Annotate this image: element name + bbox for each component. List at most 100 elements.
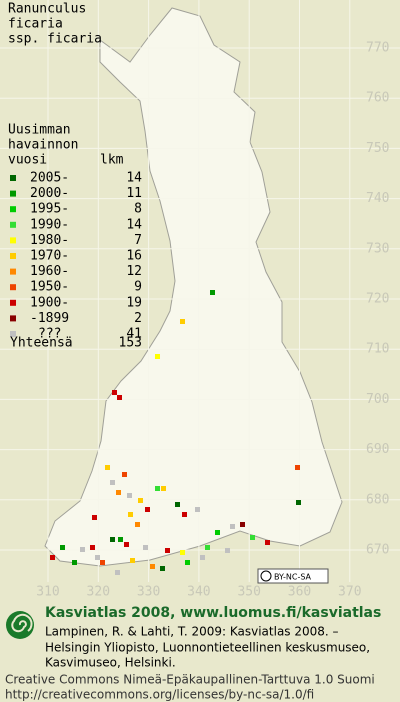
- footer-heading: Kasviatlas 2008, www.luomus.fi/kasviatla…: [45, 605, 381, 621]
- square: [72, 560, 77, 565]
- grid-label: 320: [87, 585, 110, 600]
- grid-label: 360: [288, 585, 311, 600]
- total-count: 153: [119, 336, 142, 351]
- square: [160, 566, 165, 571]
- square: [155, 354, 160, 359]
- legend-swatch: [10, 206, 16, 213]
- legend-count: 7: [134, 233, 142, 248]
- citation: Kasvimuseo, Helsinki.: [45, 656, 176, 670]
- species-title: ssp. ficaria: [8, 32, 102, 47]
- legend-label: 2000-: [30, 186, 69, 201]
- legend-swatch: [10, 331, 16, 337]
- square: [110, 480, 115, 485]
- observation-squares: [50, 290, 301, 575]
- grid-label: 350: [237, 585, 260, 600]
- legend-count: 11: [126, 186, 142, 201]
- square: [130, 558, 135, 563]
- citation: Helsingin Yliopisto, Luonnontieteellinen…: [45, 641, 370, 655]
- square: [210, 290, 215, 295]
- legend-swatch: [10, 284, 16, 291]
- total-label: Yhteensä: [10, 336, 73, 351]
- square: [122, 472, 127, 477]
- grid-label: 760: [366, 91, 389, 106]
- square: [80, 547, 85, 552]
- legend-count: 2: [134, 311, 142, 326]
- citation: Lampinen, R. & Lahti, T. 2009: Kasviatla…: [45, 625, 339, 639]
- legend-count: 14: [126, 171, 142, 186]
- grid-label: 670: [366, 543, 389, 558]
- license-url: http://creativecommons.org/licenses/by-n…: [5, 688, 314, 702]
- license-badge-text: BY-NC-SA: [274, 573, 312, 582]
- grid-label: 770: [366, 41, 389, 56]
- legend-label: 1900-: [30, 295, 69, 310]
- license-badge: [257, 568, 329, 584]
- square: [105, 465, 110, 470]
- square: [150, 564, 155, 569]
- grid: 770 760 750 740 730 720 710 700 690 680 670 310 320 3…: [0, 0, 400, 600]
- legend-label: 1980-: [30, 233, 69, 248]
- square: [240, 522, 245, 527]
- legend-swatch: [10, 237, 16, 244]
- legend-swatch: [10, 253, 16, 259]
- legend-swatch: [10, 315, 16, 322]
- square: [143, 545, 148, 550]
- legend-swatch: [10, 299, 16, 306]
- square: [128, 512, 133, 517]
- legend-header: lkm: [100, 153, 124, 168]
- legend-label: 1950-: [30, 280, 69, 295]
- square: [110, 537, 115, 542]
- square: [180, 550, 185, 555]
- legend-label: 1960-: [30, 264, 69, 279]
- legend-swatch: [10, 175, 16, 181]
- square: [117, 395, 122, 400]
- legend-label: 2005-: [30, 171, 69, 186]
- grid-label: 750: [366, 141, 389, 156]
- square: [100, 560, 105, 565]
- square: [60, 545, 65, 550]
- species-title: Ranunculus: [8, 2, 86, 17]
- legend-label: 1990-: [30, 217, 69, 232]
- legend-label: ???: [38, 327, 61, 342]
- legend-header: Uusimman: [8, 123, 71, 138]
- square: [112, 390, 117, 395]
- grid-label: 710: [366, 342, 389, 357]
- legend-swatch: [10, 221, 16, 228]
- square: [295, 465, 300, 470]
- square: [115, 570, 120, 575]
- legend-label: 1970-: [30, 249, 69, 264]
- cc-icon: [260, 570, 272, 582]
- species-title: ficaria: [8, 17, 63, 32]
- legend: 2005- 14 2000- 11 1995- 8 1990- 14 1980- 7 1970- 16…: [10, 171, 142, 342]
- legend-header: havainnon: [8, 138, 78, 153]
- square: [200, 555, 205, 560]
- grid-label: 720: [366, 292, 389, 307]
- square: [296, 500, 301, 505]
- square: [180, 319, 185, 324]
- grid-label: 740: [366, 191, 389, 206]
- grid-label: 310: [36, 585, 59, 600]
- square: [145, 507, 150, 512]
- square: [265, 540, 270, 545]
- legend-count: 41: [126, 327, 142, 342]
- legend-count: 16: [126, 249, 142, 264]
- grid-label: 680: [366, 492, 389, 507]
- square: [175, 502, 180, 507]
- grid-label: 700: [366, 392, 389, 407]
- square: [230, 524, 235, 529]
- square: [124, 542, 129, 547]
- square: [215, 530, 220, 535]
- square: [182, 512, 187, 517]
- square: [185, 560, 190, 565]
- square: [138, 498, 143, 503]
- square: [95, 555, 100, 560]
- square: [225, 548, 230, 553]
- square: [161, 486, 166, 491]
- legend-count: 8: [134, 202, 142, 217]
- square: [250, 535, 255, 540]
- square: [118, 537, 123, 542]
- license-text: Creative Commons Nimeä-Epäkaupallinen-Ta…: [5, 673, 375, 687]
- grid-label: 730: [366, 241, 389, 256]
- legend-count: 19: [126, 295, 142, 310]
- square: [50, 555, 55, 560]
